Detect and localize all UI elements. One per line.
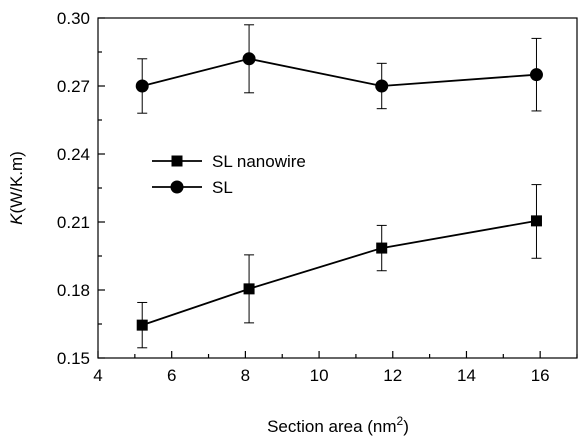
legend-item: SL [152,178,233,197]
x-tick-label: 6 [167,366,176,385]
y-axis-title: K(W/K.m) [7,151,26,225]
data-point-square [243,283,255,295]
data-point-square [376,242,388,254]
legend-marker-circle [170,180,184,194]
x-tick-label: 4 [93,366,102,385]
data-point-square [530,215,542,227]
y-axis-title-units: (W/K.m) [7,151,26,213]
legend-item: SL nanowire [152,152,306,171]
series-square [136,184,542,349]
data-point-circle [529,68,543,82]
legend: SL nanowire SL [152,152,306,197]
plot-frame [97,17,578,359]
legend-label: SL [212,178,233,197]
axes: 0.15 0.18 0.21 0.24 0.27 0.30 4 6 8 10 12 14 16 [57,9,578,385]
y-tick-label: 0.15 [57,349,90,368]
x-tick-label: 10 [310,366,329,385]
x-tick-label: 16 [531,366,550,385]
legend-label: SL nanowire [212,152,306,171]
data-point-circle [135,79,149,93]
x-axis-title-superscript: 2 [397,414,404,428]
data-point-circle [242,52,256,66]
series-circle [135,24,543,114]
data-point-circle [375,79,389,93]
y-axis-title-italic: K [7,213,26,225]
x-axis-title: Section area (nm2) [267,414,409,436]
data-point-square [136,319,148,331]
x-tick-label: 8 [241,366,250,385]
y-tick-label: 0.27 [57,77,90,96]
y-tick-label: 0.24 [57,145,90,164]
series-line [141,219,537,326]
series-group [135,24,543,349]
x-axis-title-end: ) [403,417,409,436]
x-tick-label: 14 [457,366,476,385]
x-axis-title-main: Section area (nm [267,417,396,436]
series-line [141,57,537,87]
plot-area [97,17,578,359]
x-tick-label: 12 [383,366,402,385]
legend-marker-square [171,155,183,167]
y-tick-label: 0.30 [57,9,90,28]
y-tick-label: 0.21 [57,213,90,232]
y-tick-label: 0.18 [57,281,90,300]
